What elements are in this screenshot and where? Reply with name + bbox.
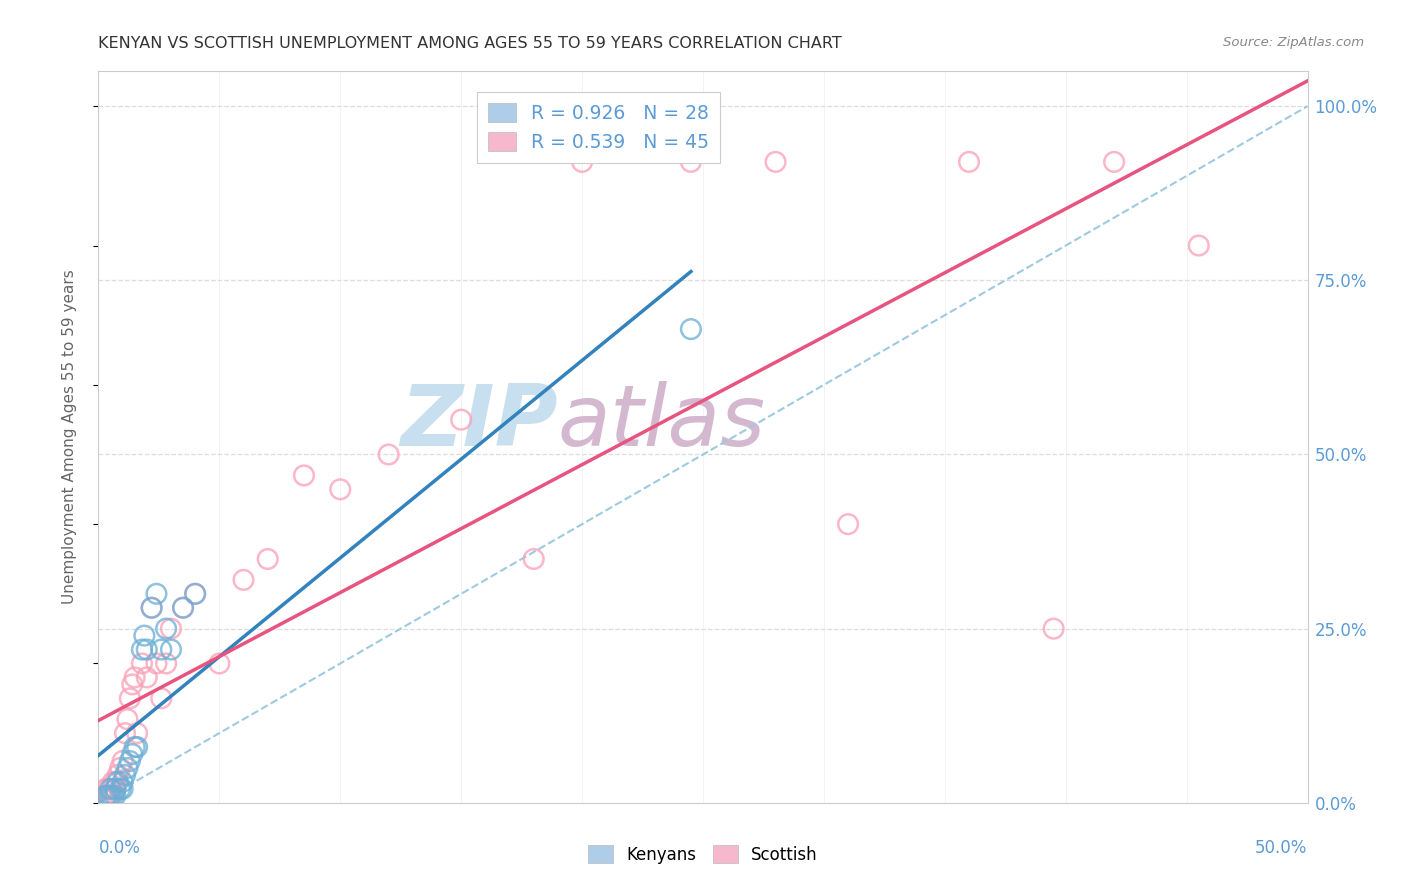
- Legend: Kenyans, Scottish: Kenyans, Scottish: [581, 838, 825, 871]
- Point: [155, 657, 177, 671]
- Point: [94, 789, 117, 803]
- Text: atlas: atlas: [558, 381, 766, 464]
- Point: [145, 587, 167, 601]
- Point: [100, 781, 122, 796]
- Point: [100, 789, 122, 803]
- Point: [101, 775, 124, 789]
- Point: [90, 789, 112, 803]
- Legend: R = 0.926   N = 28, R = 0.539   N = 45: R = 0.926 N = 28, R = 0.539 N = 45: [477, 92, 720, 163]
- Point: [111, 775, 134, 789]
- Point: [134, 629, 156, 643]
- Point: [114, 726, 136, 740]
- Point: [377, 448, 399, 462]
- Point: [256, 552, 278, 566]
- Point: [135, 670, 157, 684]
- Point: [114, 768, 136, 782]
- Point: [111, 781, 134, 796]
- Point: [184, 587, 207, 601]
- Point: [111, 754, 134, 768]
- Point: [100, 789, 122, 803]
- Point: [450, 412, 472, 426]
- Point: [124, 740, 146, 755]
- Point: [141, 600, 163, 615]
- Point: [679, 322, 702, 336]
- Point: [571, 155, 593, 169]
- Point: [172, 600, 194, 615]
- Point: [121, 747, 143, 761]
- Point: [101, 789, 124, 803]
- Point: [131, 657, 153, 671]
- Point: [150, 642, 173, 657]
- Point: [97, 789, 120, 803]
- Point: [107, 768, 129, 782]
- Text: 50.0%: 50.0%: [1256, 839, 1308, 857]
- Point: [108, 781, 131, 796]
- Point: [108, 761, 131, 775]
- Point: [208, 657, 231, 671]
- Point: [679, 155, 702, 169]
- Point: [957, 155, 980, 169]
- Y-axis label: Unemployment Among Ages 55 to 59 years: Unemployment Among Ages 55 to 59 years: [62, 269, 77, 605]
- Text: 0.0%: 0.0%: [98, 839, 141, 857]
- Point: [150, 691, 173, 706]
- Point: [184, 587, 207, 601]
- Text: Source: ZipAtlas.com: Source: ZipAtlas.com: [1223, 36, 1364, 49]
- Point: [765, 155, 787, 169]
- Text: ZIP: ZIP: [401, 381, 558, 464]
- Point: [104, 781, 127, 796]
- Point: [837, 517, 859, 532]
- Point: [145, 657, 167, 671]
- Point: [94, 781, 117, 796]
- Point: [104, 775, 127, 789]
- Point: [1188, 238, 1211, 252]
- Point: [91, 789, 114, 803]
- Point: [1042, 622, 1064, 636]
- Point: [141, 600, 163, 615]
- Point: [107, 775, 129, 789]
- Point: [1102, 155, 1125, 169]
- Point: [155, 622, 177, 636]
- Point: [118, 754, 141, 768]
- Point: [523, 552, 546, 566]
- Point: [172, 600, 194, 615]
- Point: [127, 726, 149, 740]
- Point: [121, 677, 143, 691]
- Point: [117, 761, 139, 775]
- Point: [160, 622, 183, 636]
- Point: [97, 789, 120, 803]
- Point: [124, 670, 146, 684]
- Point: [118, 691, 141, 706]
- Point: [94, 789, 117, 803]
- Point: [104, 789, 127, 803]
- Point: [160, 642, 183, 657]
- Point: [131, 642, 153, 657]
- Point: [101, 781, 124, 796]
- Point: [127, 740, 149, 755]
- Point: [97, 781, 120, 796]
- Point: [117, 712, 139, 726]
- Point: [104, 781, 127, 796]
- Text: KENYAN VS SCOTTISH UNEMPLOYMENT AMONG AGES 55 TO 59 YEARS CORRELATION CHART: KENYAN VS SCOTTISH UNEMPLOYMENT AMONG AG…: [98, 36, 842, 51]
- Point: [232, 573, 254, 587]
- Point: [329, 483, 352, 497]
- Point: [292, 468, 315, 483]
- Point: [135, 642, 157, 657]
